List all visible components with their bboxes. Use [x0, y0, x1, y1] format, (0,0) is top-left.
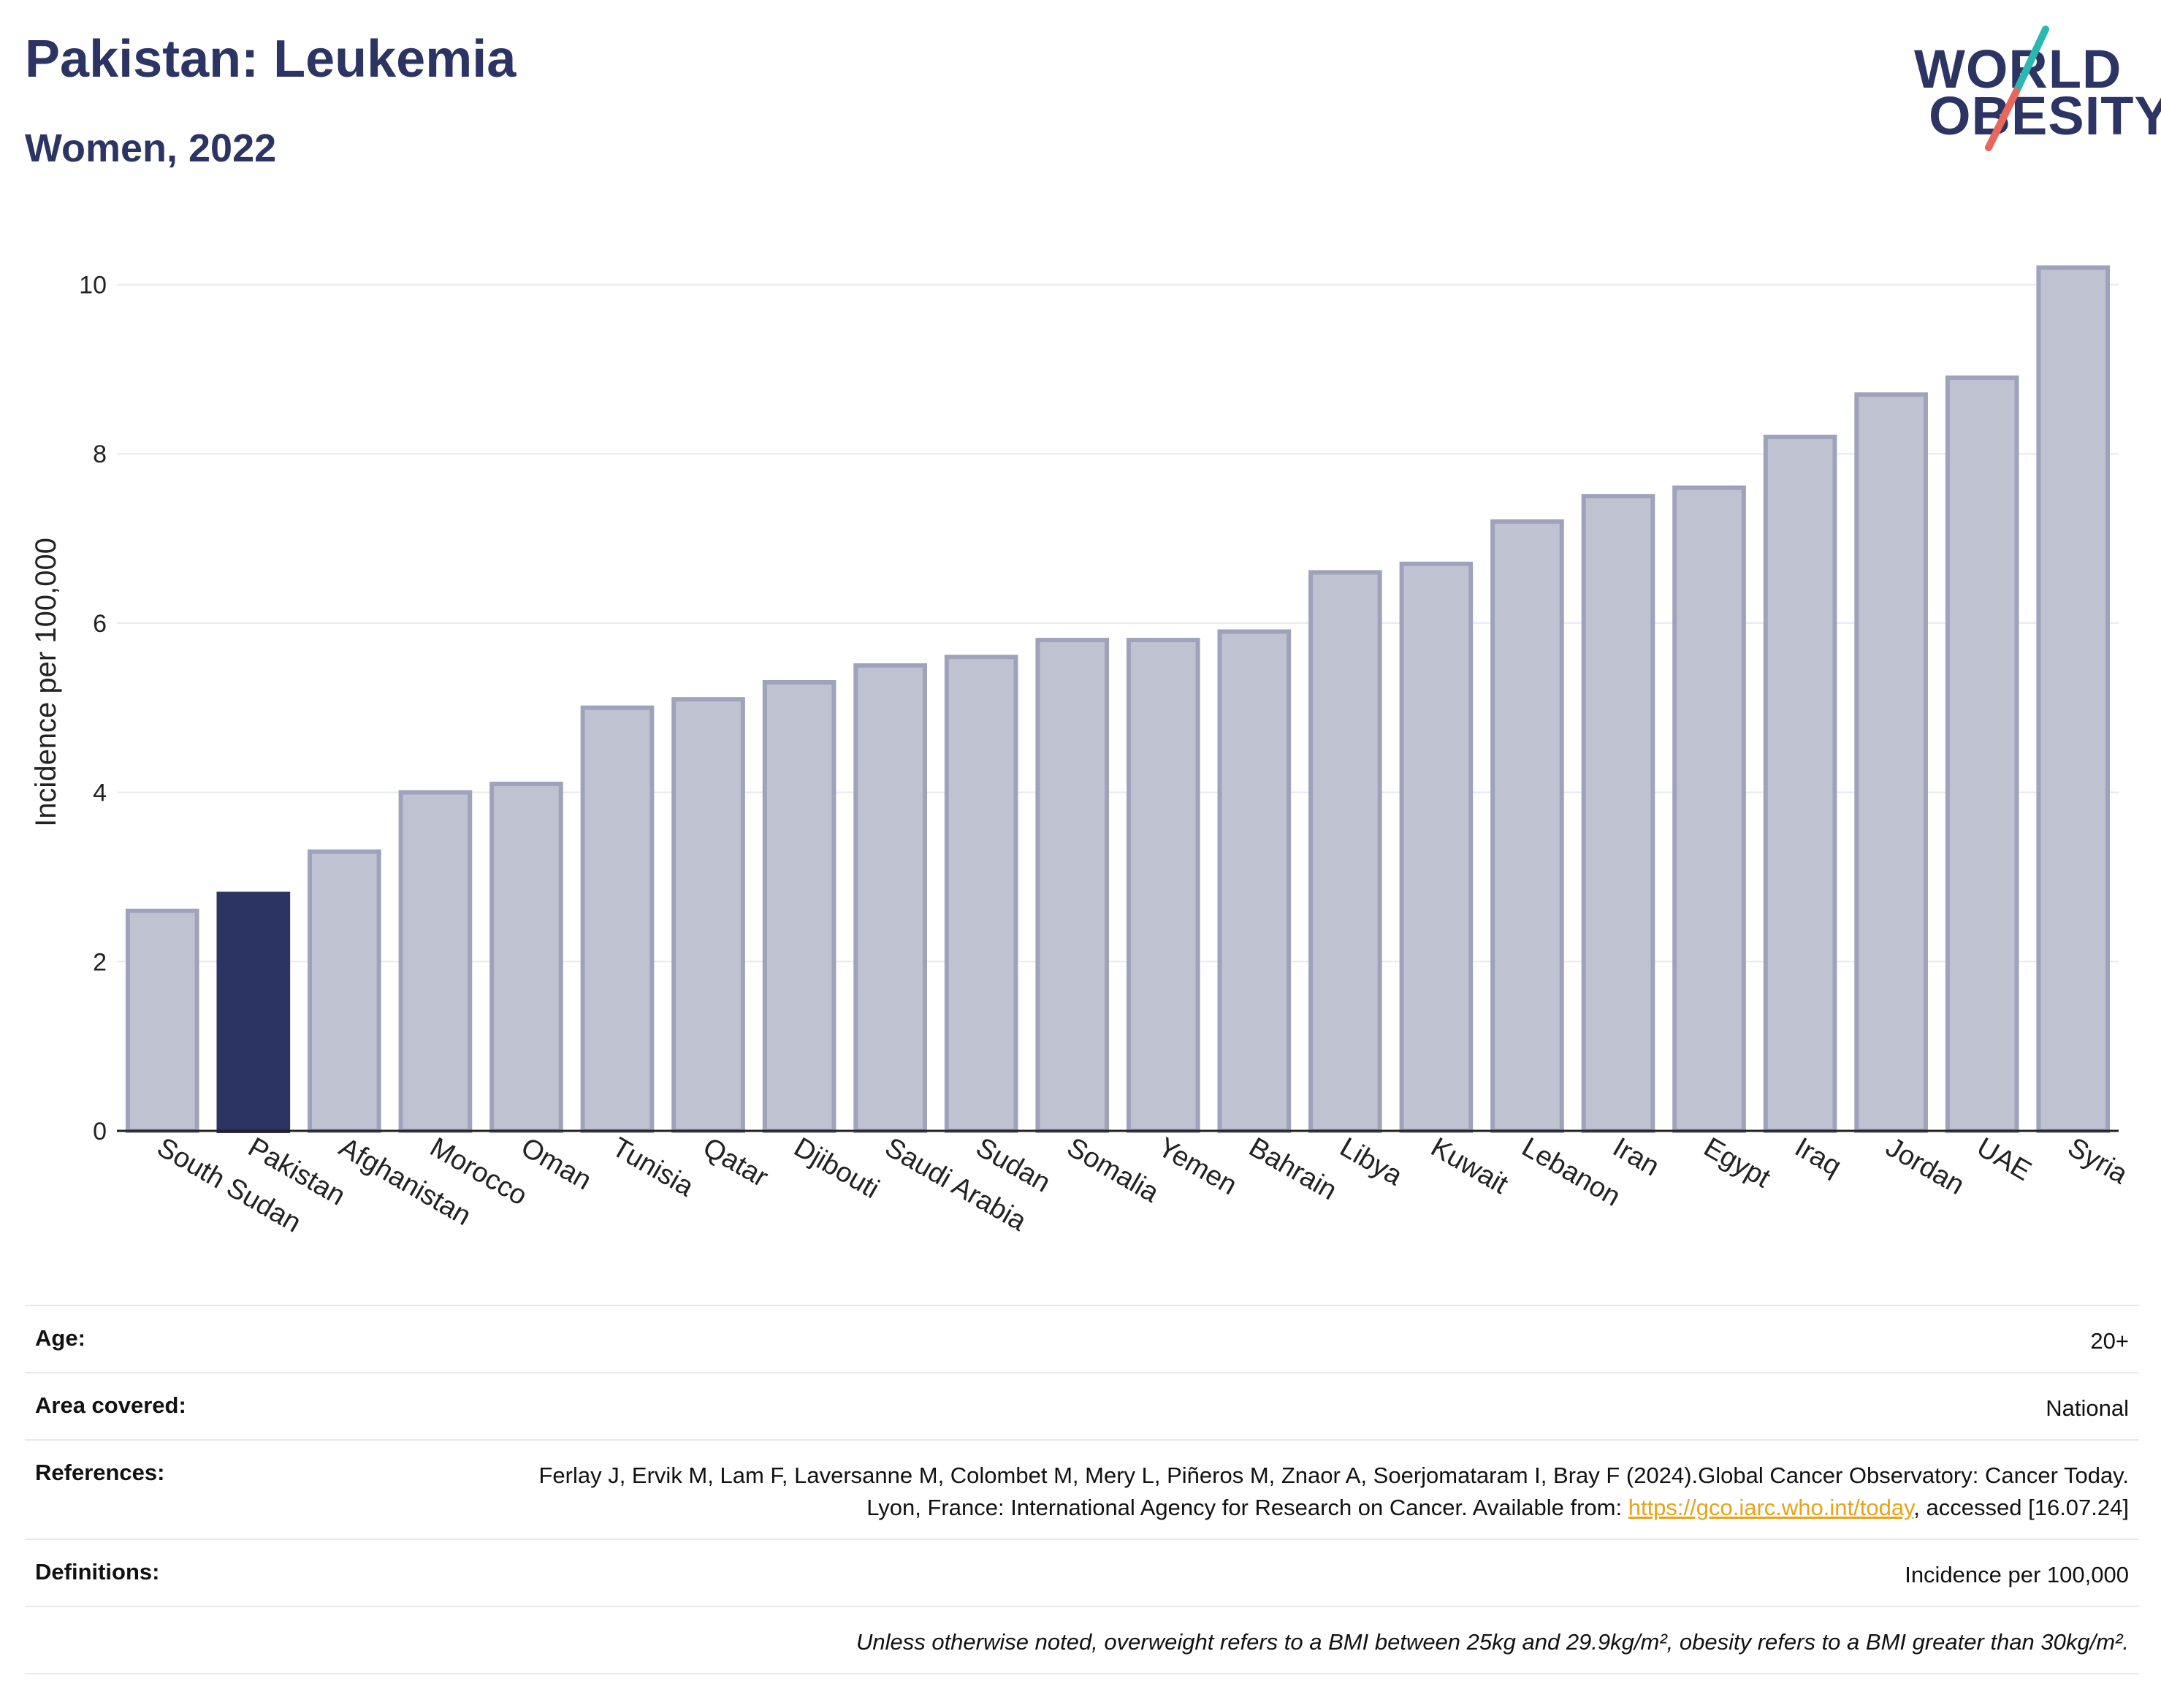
bar-yemen — [1126, 638, 1200, 1133]
y-tick-label: 0 — [93, 1118, 107, 1145]
bar-iran — [1581, 494, 1655, 1133]
x-tick-label: Iraq — [1790, 1132, 1847, 1182]
meta-row-note: Unless otherwise noted, overweight refer… — [25, 1606, 2139, 1674]
references-value: Ferlay J, Ervik M, Lam F, Laversanne M, … — [485, 1460, 2129, 1524]
references-link[interactable]: https://gco.iarc.who.int/today — [1628, 1495, 1914, 1520]
y-axis-title: Incidence per 100,000 — [30, 538, 62, 827]
bar-morocco — [398, 790, 473, 1133]
x-tick-label: Jordan — [1880, 1132, 1970, 1200]
y-tick-label: 10 — [79, 272, 107, 300]
age-label: Age: — [35, 1325, 85, 1351]
meta-row-definitions: Definitions: Incidence per 100,000 — [25, 1539, 2139, 1606]
bar-saudi-arabia — [853, 663, 927, 1133]
bar-qatar — [671, 697, 745, 1133]
x-tick-label: Syria — [2062, 1132, 2133, 1190]
references-text: Ferlay J, Ervik M, Lam F, Laversanne M, … — [538, 1463, 2129, 1520]
bar-tunisia — [580, 705, 655, 1133]
bar-jordan — [1854, 392, 1928, 1133]
area-value: National — [2046, 1395, 2129, 1421]
bar-egypt — [1672, 485, 1746, 1133]
bar-south-sudan — [125, 908, 199, 1134]
x-tick-label: Bahrain — [1243, 1132, 1341, 1206]
bar-bahrain — [1217, 629, 1292, 1133]
references-label: References: — [35, 1460, 165, 1485]
bar-lebanon — [1490, 519, 1564, 1133]
meta-row-references: References: Ferlay J, Ervik M, Lam F, La… — [25, 1439, 2139, 1539]
y-tick-label: 8 — [93, 441, 107, 468]
logo-slash-icon — [1985, 26, 2049, 151]
references-accessed: , accessed [16.07.24] — [1913, 1495, 2129, 1520]
bar-syria — [2036, 265, 2111, 1134]
metadata-table: Age: 20+ Area covered: National Referenc… — [25, 1305, 2139, 1674]
x-tick-label: Yemen — [1153, 1132, 1242, 1201]
x-tick-label: Djibouti — [789, 1132, 885, 1205]
bar-uae — [1945, 375, 2019, 1134]
y-tick-label: 2 — [93, 948, 107, 976]
bar-pakistan — [216, 891, 291, 1134]
x-tick-label: Egypt — [1699, 1132, 1776, 1194]
y-tick-label: 6 — [93, 610, 107, 638]
bar-oman — [489, 782, 563, 1134]
bar-djibouti — [762, 680, 836, 1133]
x-tick-label: Lebanon — [1517, 1132, 1625, 1212]
x-tick-label: Qatar — [698, 1132, 774, 1193]
x-tick-label: Libya — [1335, 1132, 1408, 1192]
definitions-label: Definitions: — [35, 1559, 160, 1585]
definitions-value: Incidence per 100,000 — [1905, 1562, 2129, 1587]
area-label: Area covered: — [35, 1392, 186, 1418]
y-tick-label: 4 — [93, 779, 107, 807]
age-value: 20+ — [2090, 1328, 2129, 1354]
x-tick-label: Somalia — [1062, 1132, 1165, 1208]
meta-row-age: Age: 20+ — [25, 1305, 2139, 1372]
bar-iraq — [1763, 435, 1837, 1133]
x-tick-label: Kuwait — [1425, 1132, 1513, 1200]
bar-kuwait — [1399, 561, 1474, 1133]
bar-libya — [1308, 570, 1382, 1133]
bar-afghanistan — [308, 849, 381, 1133]
x-tick-label: UAE — [1972, 1132, 2037, 1186]
bar-somalia — [1035, 638, 1110, 1133]
meta-row-area: Area covered: National — [25, 1372, 2139, 1439]
bar-sudan — [944, 655, 1018, 1133]
world-obesity-logo: WORLD OBESITY — [1907, 22, 2161, 153]
page-title: Pakistan: Leukemia — [25, 30, 517, 88]
bmi-note: Unless otherwise noted, overweight refer… — [855, 1629, 2129, 1655]
page-subtitle: Women, 2022 — [25, 126, 277, 170]
x-tick-label: Iran — [1608, 1132, 1665, 1182]
x-tick-label: Tunisia — [607, 1132, 700, 1202]
logo-line-2: OBESITY — [1929, 85, 2161, 146]
